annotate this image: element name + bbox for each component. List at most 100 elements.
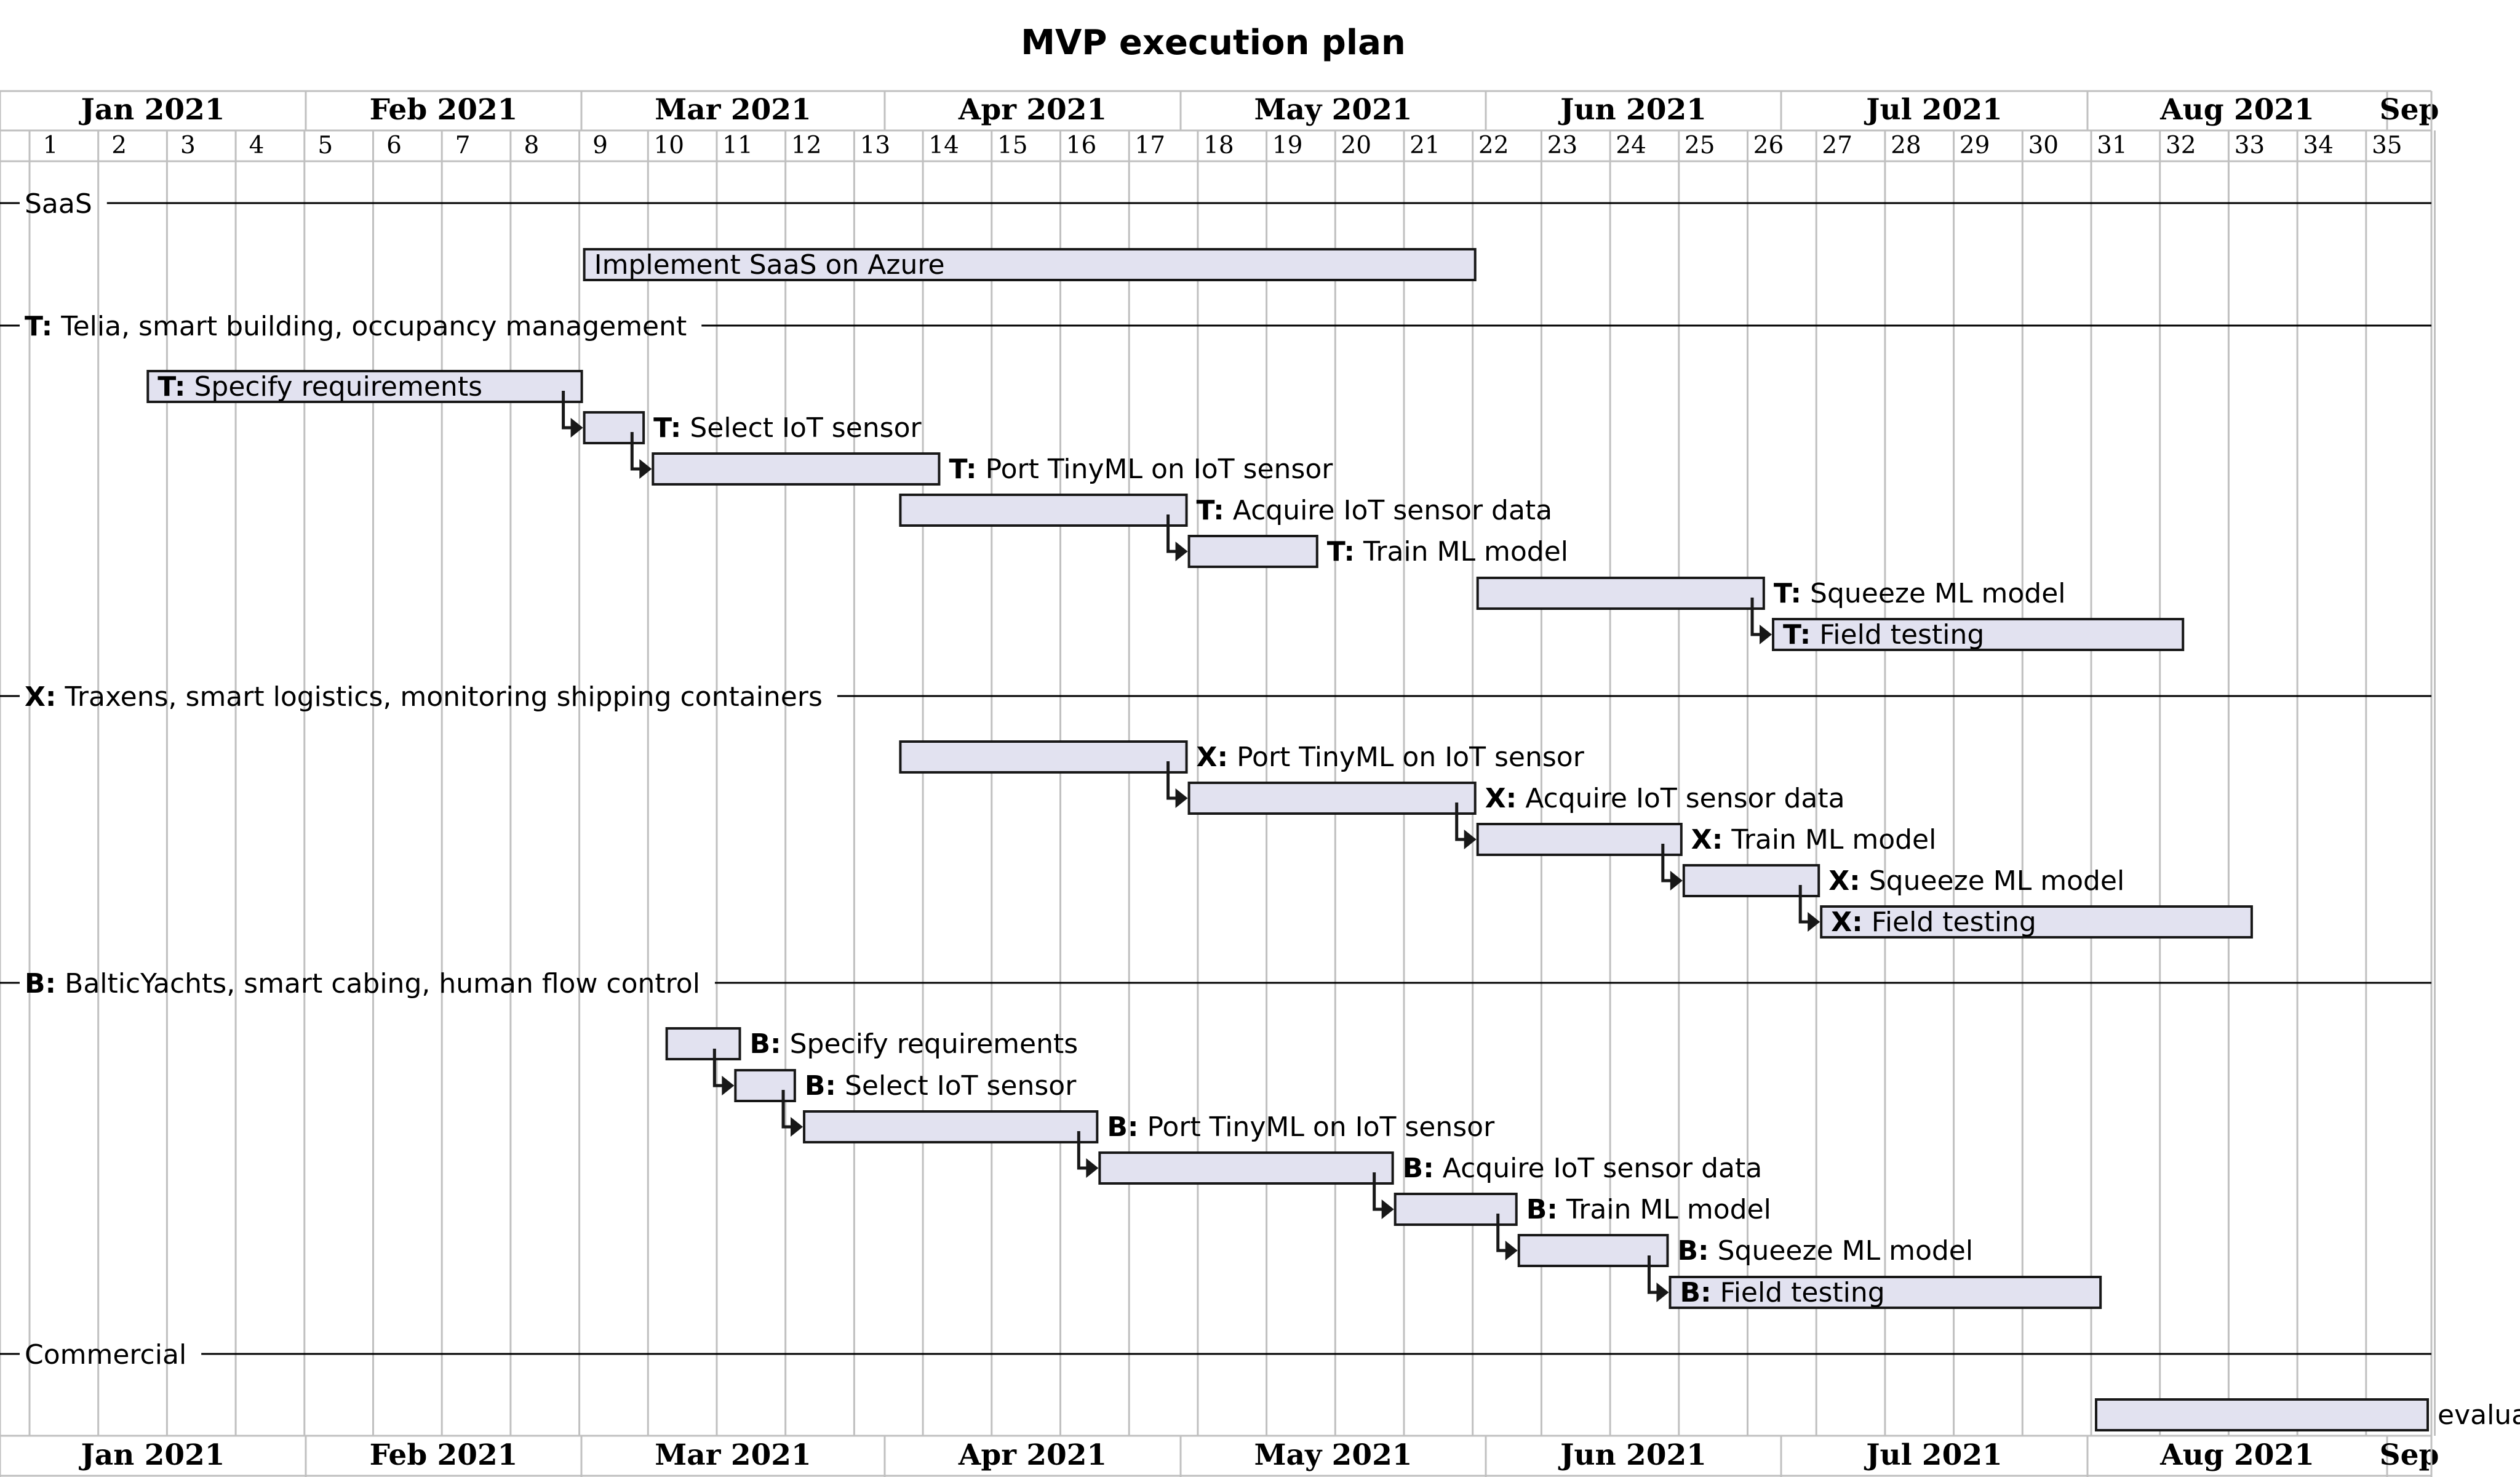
dependency-arrowhead <box>1656 1283 1669 1302</box>
week-label: 26 <box>1753 132 1784 159</box>
task-label: T: Train ML model <box>1327 536 1568 567</box>
week-label: 4 <box>249 132 265 159</box>
task-label: T: Squeeze ML model <box>1774 578 2066 609</box>
task-bar <box>1682 864 1820 897</box>
week-label: 20 <box>1341 132 1371 159</box>
month-label-footer: Jul 2021 <box>1864 1438 2002 1472</box>
task-label: T: Field testing <box>1783 619 1984 650</box>
task-bar <box>1476 577 1765 610</box>
week-label: 16 <box>1066 132 1097 159</box>
month-label: Apr 2021 <box>958 93 1107 127</box>
task-label: T: Select IoT sensor <box>653 412 922 444</box>
task-label: B: Specify requirements <box>750 1028 1079 1060</box>
month-label-footer: Aug 2021 <box>2159 1438 2315 1472</box>
separator-label: B: BalticYachts, smart cabing, human flo… <box>25 968 700 999</box>
dependency-arrowhead <box>1175 788 1188 808</box>
week-label: 14 <box>928 132 959 159</box>
task-bar <box>146 370 583 403</box>
month-label: Jan 2021 <box>78 93 225 127</box>
task-label: B: Field testing <box>1680 1277 1884 1308</box>
month-label: Aug 2021 <box>2159 93 2315 127</box>
task-label: B: Acquire IoT sensor data <box>1403 1153 1763 1184</box>
task-bar <box>734 1069 796 1102</box>
separator-label: T: Telia, smart building, occupancy mana… <box>25 311 687 342</box>
month-label: Jun 2021 <box>1558 93 1707 127</box>
task-bar <box>1820 905 2253 939</box>
task-bar <box>1394 1193 1518 1226</box>
month-label-footer: Feb 2021 <box>370 1438 518 1472</box>
task-label: T: Port TinyML on IoT sensor <box>949 454 1333 485</box>
week-label: 13 <box>860 132 891 159</box>
dependency-arrowhead <box>791 1117 803 1137</box>
dependency-arrowhead <box>1670 871 1683 891</box>
task-label: evalua <box>2438 1399 2520 1431</box>
week-label: 5 <box>317 132 333 159</box>
week-label: 8 <box>524 132 539 159</box>
task-bar <box>1098 1151 1394 1185</box>
dependency-arrowhead <box>1760 625 1772 644</box>
week-label: 32 <box>2166 132 2196 159</box>
week-label: 24 <box>1616 132 1646 159</box>
chart-title: MVP execution plan <box>1021 23 1406 63</box>
dependency-arrowhead <box>722 1076 735 1095</box>
task-bar <box>1187 782 1477 815</box>
week-label: 28 <box>1891 132 1921 159</box>
month-label: Mar 2021 <box>655 93 811 127</box>
task-label: X: Port TinyML on IoT sensor <box>1197 742 1585 773</box>
task-label: X: Acquire IoT sensor data <box>1485 783 1845 814</box>
task-label: X: Squeeze ML model <box>1828 865 2124 897</box>
task-label: T: Acquire IoT sensor data <box>1197 495 1553 526</box>
week-label: 1 <box>43 132 58 159</box>
month-label-footer: May 2021 <box>1254 1438 1413 1472</box>
week-label: 21 <box>1410 132 1440 159</box>
task-label: B: Port TinyML on IoT sensor <box>1107 1111 1495 1143</box>
separator-label: SaaS <box>25 188 92 220</box>
week-label: 12 <box>791 132 822 159</box>
week-label: 19 <box>1272 132 1303 159</box>
task-bar <box>899 494 1188 527</box>
month-label: Jul 2021 <box>1864 93 2002 127</box>
month-label-footer: Jan 2021 <box>78 1438 225 1472</box>
task-bar <box>803 1110 1099 1143</box>
week-label: 33 <box>2235 132 2265 159</box>
week-label: 17 <box>1134 132 1165 159</box>
task-bar <box>1517 1234 1669 1267</box>
dependency-arrowhead <box>1381 1199 1394 1219</box>
separator-label: X: Traxens, smart logistics, monitoring … <box>25 681 823 713</box>
week-label: 34 <box>2303 132 2334 159</box>
week-label: 35 <box>2372 132 2402 159</box>
task-label: B: Squeeze ML model <box>1677 1235 1973 1267</box>
task-bar <box>1669 1276 2102 1309</box>
dependency-arrowhead <box>1086 1158 1099 1178</box>
task-label: B: Train ML model <box>1526 1194 1771 1225</box>
task-bar <box>665 1027 741 1060</box>
task-bar <box>2095 1398 2429 1431</box>
month-label-footer: Sep <box>2380 1438 2439 1472</box>
week-label: 27 <box>1822 132 1852 159</box>
week-label: 10 <box>653 132 684 159</box>
week-label: 9 <box>592 132 608 159</box>
week-label: 25 <box>1685 132 1715 159</box>
task-label: B: Select IoT sensor <box>805 1070 1077 1102</box>
week-label: 15 <box>997 132 1028 159</box>
week-label: 22 <box>1478 132 1509 159</box>
week-label: 7 <box>455 132 471 159</box>
dependency-arrowhead <box>1505 1241 1518 1260</box>
dependency-arrowhead <box>570 418 583 438</box>
task-bar <box>1476 823 1683 856</box>
week-label: 29 <box>1960 132 1990 159</box>
dependency-arrowhead <box>1808 912 1820 932</box>
task-bar <box>1187 535 1318 568</box>
week-label: 2 <box>111 132 127 159</box>
task-bar <box>652 452 941 486</box>
task-label: X: Field testing <box>1831 907 2036 938</box>
task-bar <box>899 740 1188 774</box>
dependency-arrowhead <box>1175 542 1188 561</box>
month-label: Sep <box>2380 93 2439 127</box>
week-label: 3 <box>180 132 196 159</box>
task-bar <box>1772 618 2185 651</box>
week-label: 30 <box>2028 132 2059 159</box>
month-label: Feb 2021 <box>370 93 518 127</box>
month-label-footer: Mar 2021 <box>655 1438 811 1472</box>
dependency-arrowhead <box>639 459 652 479</box>
